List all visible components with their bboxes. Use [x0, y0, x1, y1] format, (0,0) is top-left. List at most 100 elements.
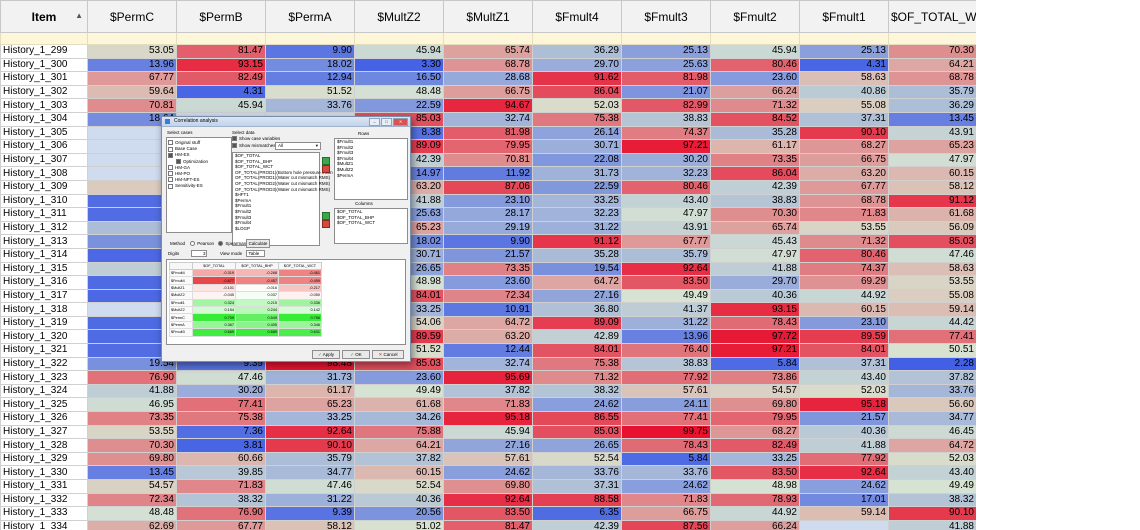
list-item[interactable]: $OF_TOTAL	[235, 153, 261, 158]
table-row[interactable]: History_1_329 69.80 60.66 35.79 37.82 57.61 52…	[0, 451, 976, 467]
filter-cell[interactable]	[176, 32, 266, 45]
table-row[interactable]: History_1_3132018.029.9091.1267.7745.437…	[0, 234, 976, 249]
table-row[interactable]: History_1_311725.6328.1732.2347.9770.307…	[0, 207, 976, 222]
list-item[interactable]: HM-GA	[168, 165, 230, 171]
filter-cell[interactable]	[799, 32, 889, 45]
list-item[interactable]: OF_TOTAL(PROD3)(Water cut mismatch RMS)	[235, 186, 331, 192]
column-header[interactable]: $Fmult2	[710, 0, 800, 33]
table-row[interactable]: History_1_307 42.39 70.81 22.08 30.20 73.35 66…	[0, 152, 976, 168]
minimize-button[interactable]: –	[369, 118, 380, 126]
list-item[interactable]: $OF_TOTAL_BHP	[337, 214, 375, 220]
spearman-radio[interactable]	[218, 241, 224, 247]
add-column-icon[interactable]	[322, 212, 330, 220]
table-row[interactable]: History_1_327 53.55 7.36 92.64 75.88 45.94 85.…	[0, 424, 976, 440]
pearson-radio[interactable]	[190, 241, 196, 247]
table-row[interactable]: History_1_303 70.81 45.94 33.76 22.59 94.67 52…	[0, 98, 976, 113]
table-row[interactable]: History_1_300 13.96 93.15 18.02 3.30 68.78 29.…	[0, 57, 976, 73]
list-item[interactable]: $HFT1	[235, 192, 249, 198]
filter-cell[interactable]	[621, 32, 711, 45]
table-row[interactable]: History_1_319654.0664.7289.0931.2278.432…	[0, 315, 976, 331]
list-item[interactable]: $OF_TOTAL	[337, 209, 363, 214]
list-item[interactable]: $Fmult1	[235, 203, 252, 209]
table-row[interactable]: History_1_306 89.09 79.95 30.71 97.21 61.17 68…	[0, 139, 976, 154]
column-header-item[interactable]: Item ▲	[0, 0, 88, 33]
table-row[interactable]: History_1_330 13.45 39.85 34.77 60.15 24.62 33…	[0, 465, 976, 480]
correlation-dialog[interactable]: Correlation analysis – □ ✕ Select cases …	[161, 116, 411, 362]
checkbox-icon[interactable]	[232, 136, 237, 142]
list-item[interactable]: $PermA	[235, 197, 252, 203]
column-header[interactable]: $MultZ1	[443, 0, 533, 33]
table-row[interactable]: History_1_322 19.54 9.39 98.48 85.03 32.74 75.…	[0, 356, 976, 372]
checkbox-icon[interactable]	[176, 158, 181, 164]
list-item[interactable]: $Fmult3	[235, 214, 252, 220]
list-item[interactable]: $Fmult2	[337, 144, 354, 150]
table-row[interactable]: History_1_317584.0172.3427.1649.4940.364…	[0, 288, 976, 304]
checkbox-icon[interactable]	[168, 140, 173, 146]
maximize-button[interactable]: □	[381, 118, 392, 126]
remove-column-icon[interactable]	[322, 220, 330, 228]
close-button[interactable]: ✕	[393, 118, 408, 126]
list-item[interactable]: Original stuff	[168, 140, 230, 146]
table-row[interactable]: History_1_323 76.90 47.46 31.73 23.60 95.69 71…	[0, 370, 976, 385]
list-item[interactable]: $MultZ1	[337, 161, 354, 167]
checkbox-icon[interactable]	[232, 143, 237, 149]
checkbox-icon[interactable]	[168, 165, 173, 171]
list-item[interactable]: $MultZ2	[337, 166, 354, 172]
list-item[interactable]: HM-PO	[168, 171, 230, 177]
table-row[interactable]: History_1_302 59.64 4.31 51.52 48.48 66.75 86.…	[0, 84, 976, 100]
checkbox-icon[interactable]	[168, 183, 173, 189]
table-row[interactable]: History_1_301 67.77 82.49 12.94 16.50 28.68 91…	[0, 71, 976, 86]
filter-cell[interactable]	[87, 32, 177, 45]
table-row[interactable]: History_1_3123665.2329.1931.2243.9165.74…	[0, 220, 976, 236]
view-mode-dropdown[interactable]: Table	[246, 250, 266, 257]
filter-dropdown[interactable]: All ▾	[275, 142, 321, 150]
list-item[interactable]: Sensitivity-ES	[168, 183, 230, 189]
case-tree[interactable]: Original stuff Base Case HM-ES Optimization…	[166, 137, 232, 233]
table-row[interactable]: History_1_331 54.57 71.83 47.46 52.54 69.80 37…	[0, 479, 976, 494]
list-item[interactable]: HM-ES	[168, 152, 230, 158]
rows-list[interactable]: $Fmult1 $Fmult2 $Fmult3 $Fmult4 $MultZ1 $Mult…	[334, 138, 408, 200]
checkbox-icon[interactable]	[168, 146, 173, 152]
digits-stepper[interactable]: 3	[190, 250, 207, 257]
data-list[interactable]: $OF_TOTAL $OF_TOTAL_BHP $OF_TOTAL_WCT OF_TO…	[232, 152, 333, 246]
add-row-icon[interactable]	[322, 157, 330, 165]
table-row[interactable]: History_1_316648.9823.6064.7283.5029.706…	[0, 275, 976, 290]
list-item[interactable]: $Fmult1	[337, 139, 354, 144]
list-item[interactable]: $OF_TOTAL_WCT	[235, 164, 274, 170]
list-item[interactable]: $Fmult2	[235, 208, 252, 214]
cancel-button[interactable]: ✕ Cancel	[372, 350, 404, 359]
show-mismatches-option[interactable]: Show mismatches	[232, 143, 276, 149]
table-row[interactable]: History_1_30418.6485.0332.7475.3838.8384…	[0, 111, 976, 127]
column-header[interactable]: $PermA	[265, 0, 355, 33]
table-row[interactable]: History_1_299 53.05 81.47 9.90 45.94 65.74 36.…	[0, 44, 976, 59]
calculate-button[interactable]: Calculate	[246, 239, 270, 248]
column-header[interactable]: $Fmult3	[621, 0, 711, 33]
table-row[interactable]: History_1_332 72.34 38.32 31.22 40.36 92.64 88…	[0, 492, 976, 508]
filter-row[interactable]	[0, 32, 976, 45]
dialog-titlebar[interactable]: Correlation analysis – □ ✕	[162, 117, 410, 127]
table-row[interactable]: History_1_326 73.35 75.38 33.25 34.26 95.18 86…	[0, 411, 976, 426]
checkbox-icon[interactable]	[168, 171, 173, 177]
list-item[interactable]: $OF_TOTAL_BHP	[235, 158, 273, 164]
remove-row-icon[interactable]	[322, 165, 330, 173]
table-row[interactable]: History_1_321751.5212.4484.0176.4097.218…	[0, 343, 976, 358]
table-row[interactable]: History_1_305 8.38 81.98 26.14 74.37 35.28 90.…	[0, 125, 976, 141]
checkbox-icon[interactable]	[168, 152, 173, 158]
filter-cell[interactable]	[888, 32, 976, 45]
table-row[interactable]: History_1_3154226.6573.3519.5492.6441.88…	[0, 261, 976, 277]
table-row[interactable]: History_1_325 46.95 77.41 65.23 61.68 71.83 24…	[0, 397, 976, 413]
list-item[interactable]: OF_TOTAL(PROD1)(Bottom hole pressure mis…	[235, 169, 333, 175]
apply-button[interactable]: ✓ Apply	[312, 350, 340, 359]
table-row[interactable]: History_1_320689.5963.2042.8913.9697.728…	[0, 329, 976, 345]
sort-ascending-icon[interactable]: ▲	[75, 11, 83, 20]
table-row[interactable]: History_1_318 33.25 10.91 36.80 41.37 93.15 60…	[0, 302, 976, 317]
table-row[interactable]: History_1_334 62.69 67.77 58.12 51.02 81.47 42…	[0, 519, 976, 530]
table-row[interactable]: History_1_310741.8823.1033.2543.4038.836…	[0, 193, 976, 209]
filter-cell[interactable]	[443, 32, 533, 45]
list-item[interactable]: $LOGP	[235, 225, 251, 231]
list-item[interactable]: $PermA	[337, 172, 354, 178]
column-header[interactable]: $MultZ2	[354, 0, 444, 33]
table-row[interactable]: History_1_314530.7121.5735.2835.7947.978…	[0, 247, 976, 263]
show-case-variables-option[interactable]: Show case variables	[232, 136, 280, 142]
column-header[interactable]: $PermB	[176, 0, 266, 33]
